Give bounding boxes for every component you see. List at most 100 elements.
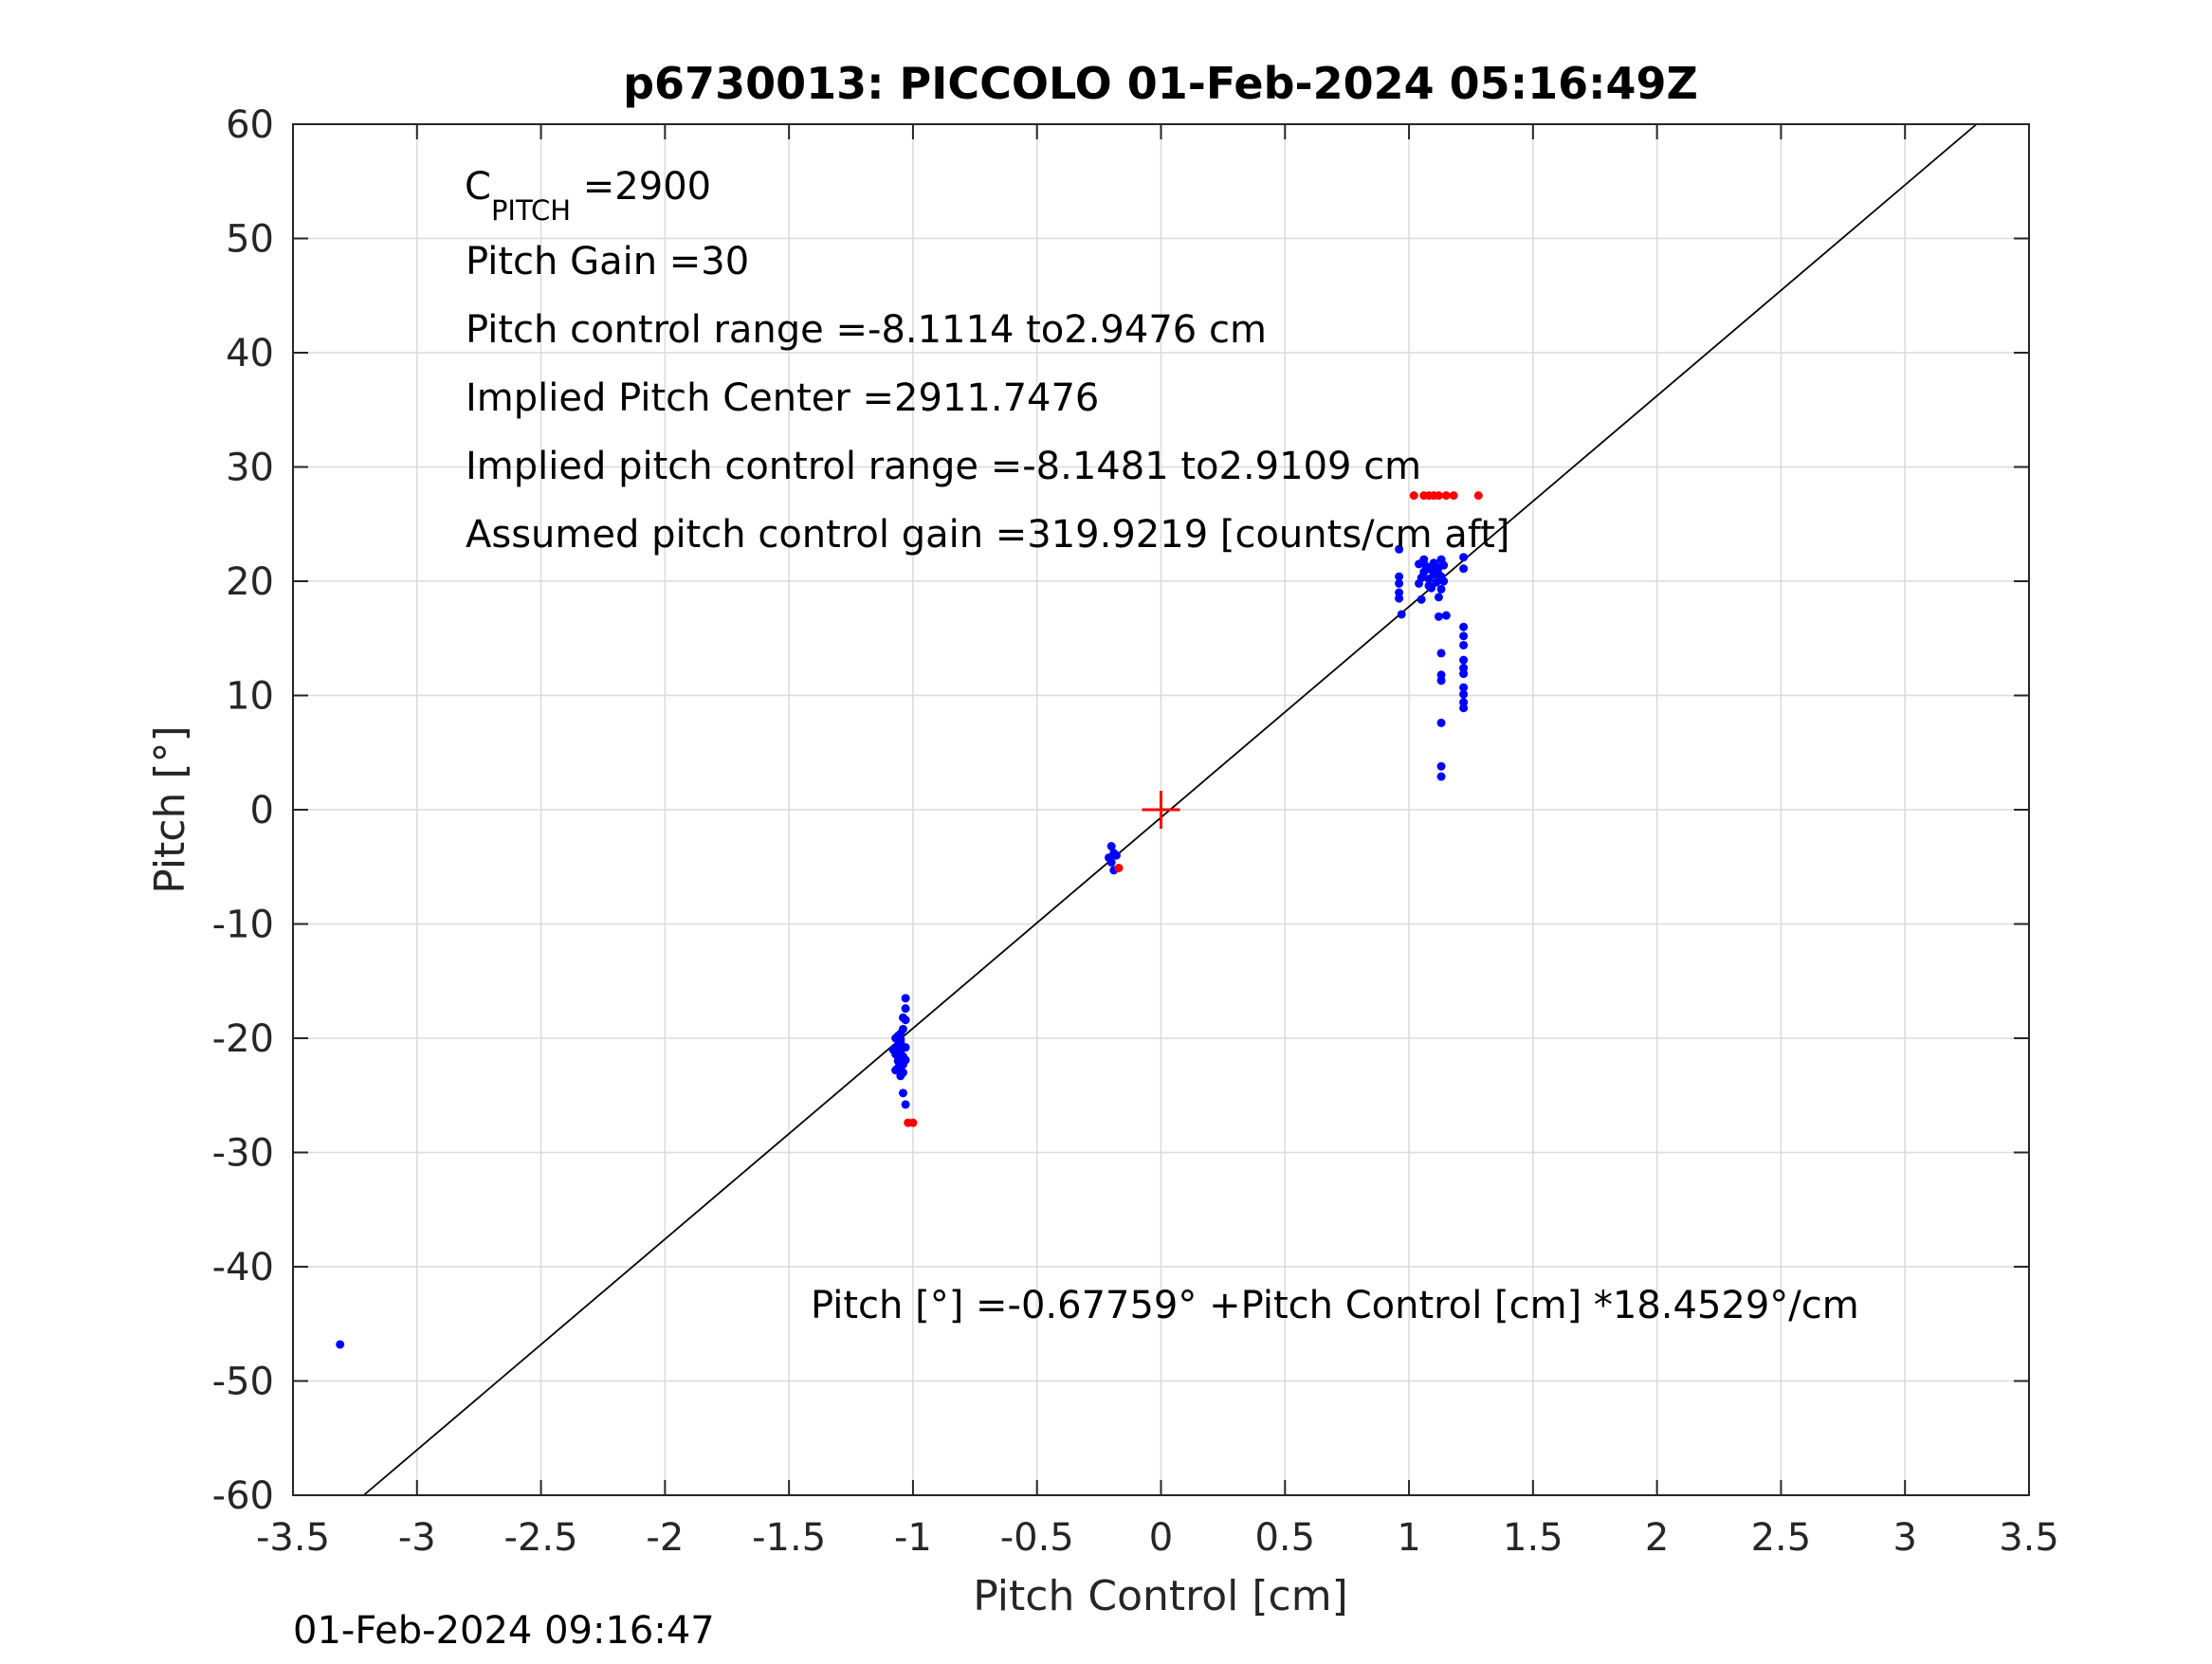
y-tick-label: 20 xyxy=(226,560,274,604)
y-tick-label: 0 xyxy=(250,789,274,832)
data-point xyxy=(1397,610,1406,619)
data-point xyxy=(1441,611,1451,620)
c-pitch-value: =2900 xyxy=(571,165,711,209)
data-point xyxy=(1427,583,1436,593)
y-tick-label: -40 xyxy=(212,1246,274,1289)
x-tick-label: 1.5 xyxy=(1503,1516,1563,1560)
c-pitch-main: C xyxy=(465,165,491,209)
data-point xyxy=(1436,649,1446,658)
y-tick-label: 10 xyxy=(226,675,274,719)
data-point xyxy=(901,1004,910,1014)
data-point xyxy=(1432,577,1441,587)
data-point xyxy=(1473,491,1483,501)
annotation-c-pitch: CPITCH =2900 xyxy=(465,165,711,227)
x-tick-labels: -3.5 -3 -2.5 -2 -1.5 -1 -0.5 0 0.5 1 1.5 2 2.5 3 3.5 xyxy=(256,1516,2059,1560)
y-tick-label: -10 xyxy=(212,904,274,947)
x-tick-label: -1 xyxy=(894,1516,932,1560)
y-axis-label: Pitch [°] xyxy=(146,725,194,893)
data-point xyxy=(1459,683,1469,692)
y-tick-label: -50 xyxy=(212,1361,274,1404)
data-point xyxy=(1449,491,1458,501)
x-axis-label: Pitch Control [cm] xyxy=(973,1572,1348,1620)
axis-ticks xyxy=(292,123,2030,1496)
x-tick-label: 0 xyxy=(1149,1516,1173,1560)
y-tick-label: 50 xyxy=(226,218,274,262)
data-point xyxy=(1459,564,1469,574)
data-point xyxy=(1441,491,1451,501)
annotation-implied-range: Implied pitch control range =-8.1481 to2… xyxy=(466,445,1421,488)
data-point xyxy=(1439,576,1449,586)
data-point xyxy=(896,1044,905,1053)
data-points xyxy=(336,491,1483,1349)
data-point xyxy=(1459,689,1469,699)
data-point xyxy=(1439,560,1449,570)
data-point xyxy=(1105,853,1114,863)
annotation-control-range: Pitch control range =-8.1114 to2.9476 cm xyxy=(466,308,1267,352)
axes-box xyxy=(292,123,2030,1496)
x-tick-label: -3.5 xyxy=(256,1516,330,1560)
data-point xyxy=(1395,594,1404,603)
data-point xyxy=(336,1340,345,1349)
x-tick-label: -3 xyxy=(398,1516,436,1560)
data-point xyxy=(1459,655,1469,665)
y-tick-label: 30 xyxy=(226,447,274,490)
data-point xyxy=(1459,553,1469,562)
data-point xyxy=(901,994,910,1003)
data-point xyxy=(898,1068,907,1077)
x-tick-label: 0.5 xyxy=(1254,1516,1315,1560)
x-tick-label: -2 xyxy=(646,1516,684,1560)
data-point xyxy=(1395,578,1404,588)
data-point xyxy=(908,1118,918,1127)
chart-title: p6730013: PICCOLO 01-Feb-2024 05:16:49Z xyxy=(623,58,1698,109)
data-point xyxy=(1436,676,1446,686)
data-point xyxy=(1409,491,1418,501)
data-point xyxy=(898,1024,907,1033)
data-point xyxy=(898,1088,907,1098)
x-tick-label: 2 xyxy=(1645,1516,1669,1560)
x-tick-label: 1 xyxy=(1397,1516,1420,1560)
annotation-implied-center: Implied Pitch Center =2911.7476 xyxy=(466,376,1099,420)
data-point xyxy=(1459,622,1469,631)
y-tick-label: -30 xyxy=(212,1132,274,1176)
data-point xyxy=(891,1050,901,1059)
data-point xyxy=(1436,584,1446,594)
c-pitch-subscript: PITCH xyxy=(491,194,571,227)
data-point xyxy=(1436,761,1446,771)
data-point xyxy=(1459,669,1469,679)
data-point xyxy=(1459,631,1469,641)
center-marker-group xyxy=(1142,791,1180,829)
data-point xyxy=(1417,594,1426,604)
data-point xyxy=(1459,640,1469,649)
annotation-pitch-gain: Pitch Gain =30 xyxy=(466,240,749,283)
data-point xyxy=(1395,572,1404,581)
data-point xyxy=(898,1013,907,1022)
data-point xyxy=(901,1100,910,1109)
data-point xyxy=(1395,544,1404,554)
data-point xyxy=(1434,593,1443,602)
y-tick-label: -20 xyxy=(212,1017,274,1061)
data-point xyxy=(1114,863,1124,872)
y-tick-labels: -60 -50 -40 -30 -20 -10 0 10 20 30 40 50 60 xyxy=(212,103,274,1518)
data-point xyxy=(1111,850,1121,860)
data-point xyxy=(1434,491,1443,501)
x-tick-label: -1.5 xyxy=(752,1516,826,1560)
data-point xyxy=(901,1055,910,1065)
x-tick-label: 3 xyxy=(1892,1516,1916,1560)
y-tick-label: 40 xyxy=(226,332,274,375)
data-point xyxy=(1436,772,1446,781)
data-point xyxy=(896,1034,905,1044)
x-tick-label: 2.5 xyxy=(1751,1516,1812,1560)
annotation-fit-equation: Pitch [°] =-0.67759° +Pitch Control [cm]… xyxy=(811,1284,1859,1327)
data-point xyxy=(1419,555,1429,564)
annotation-assumed-gain: Assumed pitch control gain =319.9219 [co… xyxy=(466,513,1509,557)
data-point xyxy=(1106,842,1116,851)
x-tick-label: -2.5 xyxy=(504,1516,578,1560)
x-tick-label: -0.5 xyxy=(1000,1516,1074,1560)
data-point xyxy=(1415,578,1424,588)
footer-timestamp: 01-Feb-2024 09:16:47 xyxy=(293,1609,715,1653)
y-tick-label: 60 xyxy=(226,103,274,147)
y-tick-label: -60 xyxy=(212,1474,274,1518)
data-point xyxy=(1436,718,1446,727)
